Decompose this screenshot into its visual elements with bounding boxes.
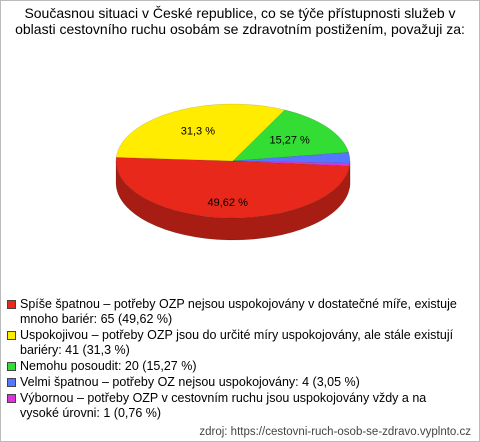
value-label: 31,3 % [181, 125, 215, 137]
legend-swatch [7, 362, 16, 371]
slice [115, 157, 350, 219]
legend-item: Spíše špatnou – potřeby OZP nejsou uspok… [7, 297, 467, 327]
slice [232, 152, 351, 164]
legend-swatch [7, 394, 16, 403]
legend: Spíše špatnou – potřeby OZP nejsou uspok… [7, 297, 467, 422]
slice [232, 160, 351, 167]
legend-label: Velmi špatnou – potřeby OZ nejsou uspoko… [20, 375, 360, 389]
legend-label: Nemohu posoudit: 20 (15,27 %) [20, 359, 197, 373]
slice [115, 103, 286, 162]
pie-area: 49,62 % 31,3 % 15,27 % [115, 103, 351, 241]
legend-swatch [7, 331, 16, 340]
slice [232, 109, 349, 162]
legend-label: Spíše špatnou – potřeby OZP nejsou uspok… [20, 297, 457, 326]
legend-swatch [7, 378, 16, 387]
legend-item: Velmi špatnou – potřeby OZ nejsou uspoko… [7, 375, 467, 390]
value-label: 15,27 % [269, 135, 310, 147]
legend-label: Uspokojivou – potřeby OZP jsou do určité… [20, 328, 454, 357]
legend-item: Uspokojivou – potřeby OZP jsou do určité… [7, 328, 467, 358]
value-label: 49,62 % [208, 197, 249, 209]
legend-item: Výbornou – potřeby OZP v cestovním ruchu… [7, 391, 467, 421]
legend-item: Nemohu posoudit: 20 (15,27 %) [7, 359, 467, 374]
source: zdroj: https://cestovni-ruch-osob-se-zdr… [199, 426, 471, 438]
chart-title: Současnou situaci v České republice, co … [15, 5, 465, 37]
legend-swatch [7, 300, 16, 309]
legend-label: Výbornou – potřeby OZP v cestovním ruchu… [20, 391, 427, 420]
